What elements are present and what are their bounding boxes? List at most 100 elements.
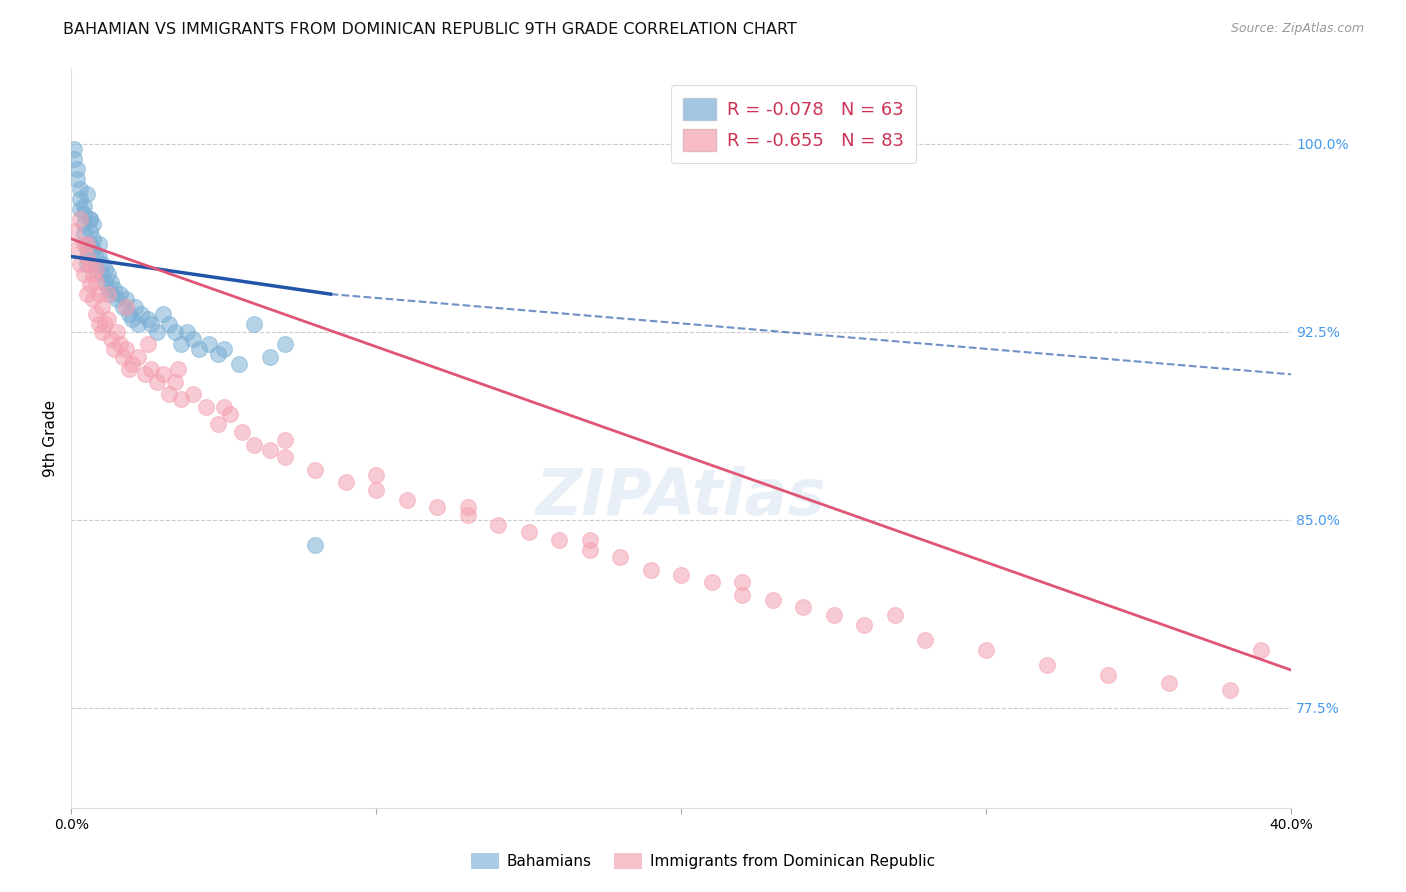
Point xyxy=(84,262,107,277)
Point xyxy=(170,337,193,351)
Point xyxy=(72,267,94,281)
Point xyxy=(82,242,104,256)
Point xyxy=(1159,675,1181,690)
Point xyxy=(163,375,186,389)
Point xyxy=(112,300,135,314)
Point xyxy=(1219,683,1241,698)
Point xyxy=(207,347,229,361)
Point xyxy=(823,607,845,622)
Point xyxy=(97,267,120,281)
Point xyxy=(976,643,998,657)
Point xyxy=(90,257,112,271)
Point xyxy=(486,517,509,532)
Point xyxy=(63,142,86,156)
Point xyxy=(243,437,266,451)
Point xyxy=(792,600,814,615)
Point xyxy=(170,392,193,407)
Point xyxy=(103,282,125,296)
Point xyxy=(118,307,141,321)
Point xyxy=(853,618,876,632)
Point xyxy=(139,317,162,331)
Point xyxy=(1036,658,1059,673)
Point xyxy=(883,607,905,622)
Point xyxy=(136,312,159,326)
Point xyxy=(131,307,153,321)
Point xyxy=(152,307,174,321)
Point xyxy=(87,237,110,252)
Point xyxy=(1250,643,1272,657)
Point xyxy=(63,224,86,238)
Point xyxy=(87,317,110,331)
Point xyxy=(640,563,662,577)
Point xyxy=(274,433,297,447)
Point xyxy=(87,250,110,264)
Point xyxy=(118,362,141,376)
Point xyxy=(548,533,571,547)
Point xyxy=(87,287,110,301)
Point xyxy=(66,171,89,186)
Point xyxy=(72,207,94,221)
Point xyxy=(76,250,98,264)
Point xyxy=(72,237,94,252)
Point xyxy=(157,317,180,331)
Point xyxy=(100,287,122,301)
Point xyxy=(243,317,266,331)
Point xyxy=(90,300,112,314)
Point xyxy=(72,227,94,241)
Point xyxy=(82,232,104,246)
Point xyxy=(100,332,122,346)
Point xyxy=(97,312,120,326)
Point xyxy=(76,237,98,252)
Point xyxy=(671,567,693,582)
Point xyxy=(108,337,131,351)
Point xyxy=(124,300,146,314)
Point xyxy=(304,462,326,476)
Point xyxy=(66,161,89,176)
Point xyxy=(145,375,167,389)
Point xyxy=(176,325,198,339)
Point xyxy=(259,350,281,364)
Point xyxy=(105,325,128,339)
Point xyxy=(97,282,120,296)
Point xyxy=(145,325,167,339)
Point xyxy=(100,275,122,289)
Legend: Bahamians, Immigrants from Dominican Republic: Bahamians, Immigrants from Dominican Rep… xyxy=(465,847,941,875)
Point xyxy=(274,450,297,464)
Point xyxy=(69,182,91,196)
Point xyxy=(69,211,91,226)
Point xyxy=(82,267,104,281)
Point xyxy=(207,417,229,432)
Point xyxy=(609,550,631,565)
Point xyxy=(228,357,250,371)
Point xyxy=(90,325,112,339)
Point xyxy=(82,292,104,306)
Point xyxy=(197,337,219,351)
Point xyxy=(181,332,204,346)
Point xyxy=(395,492,418,507)
Point xyxy=(94,262,117,277)
Point xyxy=(731,575,754,590)
Point xyxy=(121,357,143,371)
Point xyxy=(457,500,479,515)
Point xyxy=(274,337,297,351)
Point xyxy=(105,292,128,306)
Point xyxy=(127,317,149,331)
Point xyxy=(84,250,107,264)
Point xyxy=(72,199,94,213)
Point xyxy=(108,287,131,301)
Point xyxy=(90,267,112,281)
Point xyxy=(259,442,281,457)
Point xyxy=(76,250,98,264)
Point xyxy=(731,588,754,602)
Text: Source: ZipAtlas.com: Source: ZipAtlas.com xyxy=(1230,22,1364,36)
Point xyxy=(115,292,138,306)
Y-axis label: 9th Grade: 9th Grade xyxy=(44,400,58,477)
Point xyxy=(762,593,785,607)
Point xyxy=(157,387,180,401)
Point xyxy=(79,237,101,252)
Point xyxy=(76,237,98,252)
Point xyxy=(219,408,242,422)
Text: ZIPAtlas: ZIPAtlas xyxy=(536,467,827,528)
Point xyxy=(139,362,162,376)
Point xyxy=(914,633,936,648)
